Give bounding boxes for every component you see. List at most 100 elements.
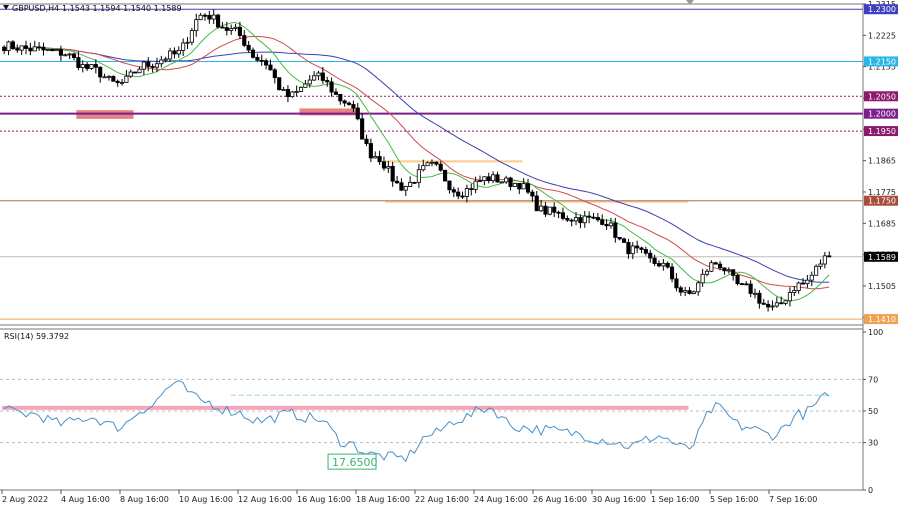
candle-body xyxy=(342,100,347,104)
rsi-tick-label: 50 xyxy=(868,407,878,416)
candle-body xyxy=(390,166,395,182)
x-tick-label: 16 Aug 16:00 xyxy=(297,495,351,504)
candle-body xyxy=(364,138,369,144)
candle-body xyxy=(268,64,273,71)
candle-body xyxy=(2,46,7,52)
price-tick-label: 1.2135 xyxy=(868,63,896,72)
candle-body xyxy=(89,64,94,69)
candle-body xyxy=(800,282,806,285)
candle-body xyxy=(63,54,68,57)
candle-body xyxy=(119,81,125,84)
candle-body xyxy=(259,59,264,62)
candle-body xyxy=(93,64,98,68)
rsi-annotation-box xyxy=(327,453,377,470)
candle-body xyxy=(373,156,378,159)
level-label-bg-1.1410 xyxy=(864,314,898,325)
candle-body xyxy=(499,181,504,184)
candle-body xyxy=(377,156,382,163)
candle-body xyxy=(28,48,33,52)
x-tick-label: 8 Aug 16:00 xyxy=(120,495,169,504)
candle-body xyxy=(50,48,55,52)
candle-body xyxy=(325,80,330,83)
candle-body xyxy=(709,262,714,272)
candle-body xyxy=(303,83,308,88)
candle-body xyxy=(639,247,644,250)
x-tick-label: 10 Aug 16:00 xyxy=(179,495,233,504)
candle-body xyxy=(774,302,779,307)
candle-body xyxy=(456,191,461,197)
candle-body xyxy=(818,263,823,267)
candle-body xyxy=(111,75,116,82)
candle-body xyxy=(137,68,142,74)
candle-body xyxy=(106,75,112,78)
candle-body xyxy=(626,242,631,255)
x-tick-label: 4 Aug 16:00 xyxy=(61,495,110,504)
ohlc-label: 1.1543 1.1594 1.1540 1.1589 xyxy=(62,4,182,13)
candle-body xyxy=(460,195,465,198)
candle-body xyxy=(19,45,24,51)
candle-body xyxy=(351,104,356,109)
price-tick-label: 1.1775 xyxy=(868,188,896,197)
price-tick-label: 1.1865 xyxy=(868,157,896,166)
candle-body xyxy=(429,161,435,164)
candle-body xyxy=(525,183,531,193)
ma-line-blue xyxy=(3,45,830,283)
candle-body xyxy=(674,278,679,289)
candle-body xyxy=(621,238,627,243)
zone-1 xyxy=(299,108,357,116)
level-label-bg-1.1950 xyxy=(864,126,898,137)
level-label-bg-1.2000 xyxy=(864,108,898,119)
candle-body xyxy=(591,216,596,219)
candle-body xyxy=(595,217,600,221)
candle-body xyxy=(329,81,334,93)
candle-body xyxy=(250,49,256,58)
candle-body xyxy=(539,205,544,212)
candle-body xyxy=(630,245,635,255)
candle-body xyxy=(67,53,72,56)
candle-body xyxy=(827,255,832,258)
symbol-label: GBPUSD,H4 xyxy=(12,4,59,13)
candle-body xyxy=(360,118,365,140)
candle-body xyxy=(355,107,360,120)
level-label-1.1410: 1.1410 xyxy=(868,315,896,324)
level-label-1.2000: 1.2000 xyxy=(868,110,896,119)
candle-body xyxy=(233,26,238,29)
candle-body xyxy=(80,64,85,68)
x-tick-label: 1 Sep 16:00 xyxy=(651,495,699,504)
candle-body xyxy=(416,169,421,183)
ma-line-red xyxy=(3,36,830,290)
candle-body xyxy=(211,14,216,20)
candle-body xyxy=(735,274,740,285)
candle-body xyxy=(207,14,212,20)
candle-body xyxy=(530,191,535,197)
candle-body xyxy=(560,212,565,219)
candle-body xyxy=(346,102,352,105)
level-label-1.2050: 1.2050 xyxy=(868,92,896,101)
rsi-line xyxy=(3,379,830,463)
candle-body xyxy=(124,75,129,83)
candle-body xyxy=(181,42,186,51)
candle-body xyxy=(766,303,771,308)
candle-body xyxy=(216,14,221,28)
candle-body xyxy=(687,290,692,294)
candle-body xyxy=(150,66,155,68)
candle-body xyxy=(54,49,59,52)
candle-body xyxy=(534,195,539,212)
candle-body xyxy=(556,211,561,214)
candle-body xyxy=(582,215,587,224)
candle-body xyxy=(495,174,500,183)
dropdown-triangle-icon[interactable] xyxy=(3,5,9,10)
candle-body xyxy=(822,255,827,265)
candle-body xyxy=(792,290,797,293)
candle-body xyxy=(661,262,666,267)
candle-body xyxy=(477,180,483,183)
candle-body xyxy=(700,273,705,284)
candle-body xyxy=(294,91,299,93)
x-tick-label: 18 Aug 16:00 xyxy=(356,495,410,504)
candle-body xyxy=(272,69,277,79)
candle-body xyxy=(648,252,653,259)
level-label-bg-1.2150 xyxy=(864,56,898,67)
candle-body xyxy=(748,283,753,294)
rsi-tick-label: 30 xyxy=(868,439,878,448)
